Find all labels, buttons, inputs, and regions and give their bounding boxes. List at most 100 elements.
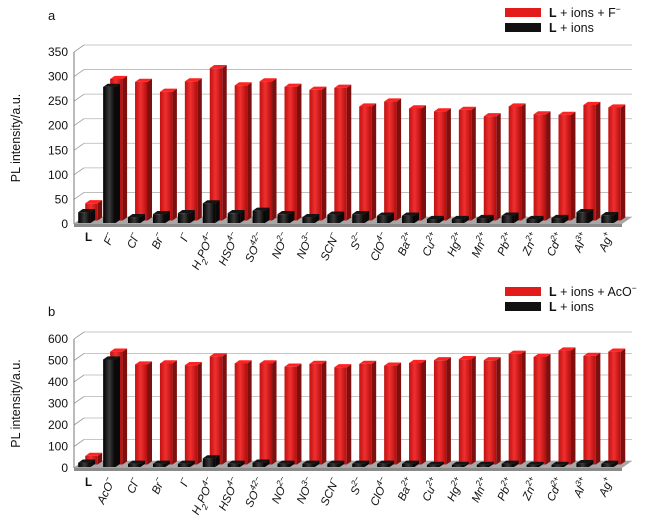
y-axis-label: PL intensity/a.u. — [9, 359, 23, 447]
bar-red — [433, 108, 451, 221]
x-tick-label: NO2− — [267, 229, 293, 260]
y-tick-label: 100 — [48, 168, 68, 182]
y-tick-label: 0 — [61, 217, 68, 231]
bar-red — [309, 360, 327, 465]
y-tick-label: 400 — [48, 375, 68, 389]
y-tick-label: 100 — [48, 440, 68, 454]
x-tick-labels: L AcO−Cl−Br− I−H2PO4−HSO4−SO42−NO2−NO3− SCN… — [85, 474, 614, 518]
bar-black — [402, 212, 419, 223]
bar-red — [184, 362, 202, 465]
bar-red — [508, 103, 526, 221]
bar-red — [608, 104, 626, 221]
bar-black — [177, 460, 195, 467]
x-tick-label: I− — [175, 229, 193, 243]
legend-label: L + ions — [549, 21, 594, 35]
bar-black — [202, 200, 220, 223]
bar-red — [234, 82, 252, 221]
x-tick-label: S2− — [345, 229, 367, 252]
x-tick-label: Cl− — [122, 229, 143, 250]
bar-red — [409, 359, 426, 465]
x-tick-label: Br− — [146, 474, 167, 496]
bar-black — [252, 459, 270, 467]
bar-black — [277, 460, 295, 467]
bar-black — [551, 461, 569, 467]
bar-black — [402, 460, 419, 467]
legend-swatch — [505, 287, 541, 296]
bar-black — [277, 211, 295, 223]
x-tick-label: Cu2+ — [417, 474, 442, 503]
x-tick-label: Al3+ — [568, 474, 591, 500]
legend-label: L + ions — [549, 300, 594, 314]
x-tick-label: Hg2+ — [442, 229, 467, 258]
bar-black — [526, 215, 544, 223]
bar-black — [152, 460, 170, 467]
bars — [78, 347, 626, 467]
bar-black — [426, 461, 444, 467]
x-tick-label: Ag+ — [593, 229, 616, 254]
x-tick-label: SCN− — [315, 474, 342, 507]
x-tick-label: Zn2+ — [517, 229, 542, 258]
bar-red — [608, 348, 626, 465]
x-tick-label: Hg2+ — [442, 474, 467, 503]
y-tick-label: 500 — [48, 354, 68, 368]
x-tick-label: Pb2+ — [492, 229, 517, 257]
x-tick-label: Cd2+ — [542, 229, 567, 258]
bar-black — [103, 356, 121, 467]
y-tick-label: 600 — [48, 332, 68, 346]
bar-red — [384, 98, 402, 221]
legend-label: L + ions + F− — [549, 4, 621, 20]
bar-black — [128, 213, 145, 223]
bar-black — [252, 207, 270, 223]
bar-red — [508, 350, 526, 465]
bar-black — [177, 210, 195, 223]
x-tick-label: I− — [175, 474, 193, 488]
x-tick-label: SCN− — [315, 229, 342, 262]
bar-black — [302, 460, 320, 467]
bar-black — [526, 461, 544, 467]
bar-black — [327, 460, 345, 467]
bar-black — [352, 460, 370, 467]
bar-black — [78, 209, 96, 223]
bars — [78, 65, 626, 223]
bar-red — [284, 363, 302, 465]
x-tick-label: HSO4− — [213, 474, 242, 512]
bar-black — [227, 460, 245, 467]
bar-black — [601, 460, 619, 467]
bar-black — [451, 215, 469, 223]
y-tick-label: 200 — [48, 418, 68, 432]
bar-black — [352, 211, 370, 223]
x-tick-label: S2− — [345, 474, 367, 497]
bar-black — [377, 460, 395, 467]
x-tick-label: ClO4− — [365, 229, 392, 263]
bar-red — [583, 352, 601, 465]
bar-black — [227, 210, 245, 223]
x-tick-label: Pb2+ — [492, 474, 517, 502]
x-tick-label: H2PO4− — [187, 474, 222, 518]
bar-black — [426, 215, 444, 223]
y-tick-label: 250 — [48, 94, 68, 108]
legend-swatch — [505, 8, 541, 17]
bar-black — [327, 211, 345, 223]
bar-black — [103, 83, 121, 223]
bar-red — [558, 111, 576, 221]
x-tick-label: L — [85, 232, 92, 244]
bar-black — [152, 211, 170, 223]
bar-red — [209, 65, 227, 221]
bar-red — [184, 78, 202, 221]
bar-black — [576, 459, 594, 467]
bar-black — [476, 461, 494, 467]
bar-red — [259, 360, 277, 465]
bar-red — [483, 357, 501, 465]
x-tick-label: Br− — [146, 229, 167, 251]
bar-red — [159, 360, 177, 465]
y-tick-label: 300 — [48, 397, 68, 411]
bar-black — [202, 455, 220, 467]
legend-swatch — [505, 23, 541, 32]
bar-red — [458, 356, 476, 465]
bar-red — [533, 353, 551, 465]
x-tick-labels: L F−Cl−Br− I−H2PO4−HSO4−SO42−NO2−NO3− SCN−S… — [85, 229, 616, 271]
bar-black — [576, 209, 594, 223]
bar-red — [284, 83, 302, 221]
bar-black — [501, 460, 519, 467]
x-tick-label: NO3− — [291, 474, 317, 505]
